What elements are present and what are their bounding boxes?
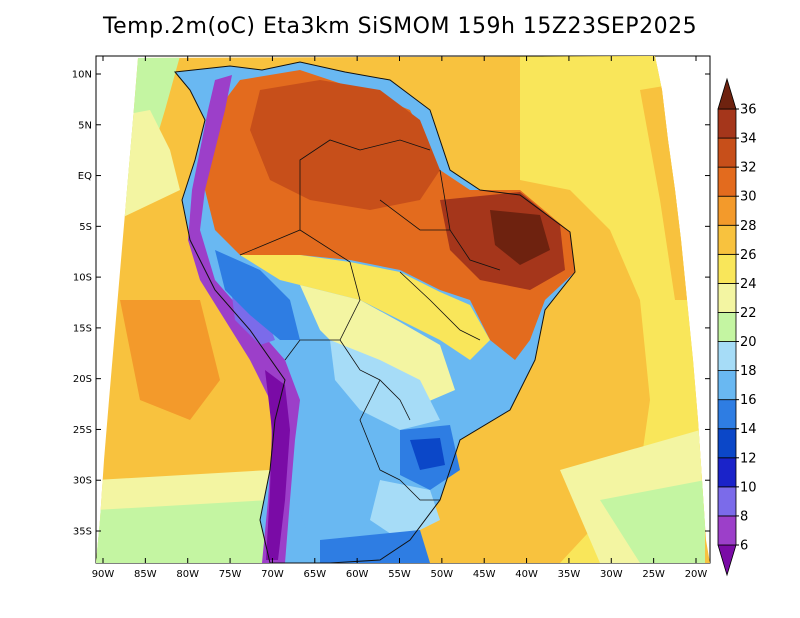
lat-label: 25S bbox=[73, 425, 92, 436]
pacific-warm-patch bbox=[120, 300, 220, 420]
lat-label: EQ bbox=[78, 171, 92, 182]
longitude-labels: 90W 85W 80W 75W 70W 65W 60W 55W 50W 45W 40W 35W 30W 2… bbox=[92, 569, 708, 580]
lat-label: 20S bbox=[73, 374, 92, 385]
colorbar-label: 30 bbox=[740, 190, 757, 205]
andes-coldest bbox=[265, 370, 290, 560]
border-venezuela-brazil bbox=[359, 139, 431, 151]
lon-label: 70W bbox=[261, 569, 284, 580]
colorbar-box bbox=[717, 108, 737, 139]
lon-label: 65W bbox=[303, 569, 326, 580]
colorbar-box bbox=[717, 399, 737, 430]
colorbar-label: 16 bbox=[740, 393, 757, 408]
border-argentina-brazil bbox=[359, 379, 401, 481]
lon-label: 55W bbox=[388, 569, 411, 580]
colorbar-label: 22 bbox=[740, 306, 757, 321]
latitude-labels: 10N 5N EQ 5S 10S 15S 20S 25S 30S 35S bbox=[72, 70, 92, 538]
border-uruguay bbox=[399, 479, 440, 501]
colorbar-label: 18 bbox=[740, 364, 757, 379]
colorbar-bottom-arrow bbox=[717, 544, 737, 577]
lat-label: 5S bbox=[79, 222, 92, 233]
colorbar-box bbox=[717, 312, 737, 342]
central-mild-belt bbox=[300, 285, 455, 405]
lat-label: 10N bbox=[72, 70, 92, 81]
lon-label: 60W bbox=[346, 569, 369, 580]
lat-label: 35S bbox=[73, 527, 92, 538]
lon-label: 90W bbox=[92, 569, 115, 580]
argentina-cool bbox=[290, 420, 380, 540]
lon-label: 50W bbox=[431, 569, 454, 580]
lon-label: 75W bbox=[219, 569, 242, 580]
northeast-peak bbox=[490, 210, 550, 265]
colorbar-box bbox=[717, 224, 737, 255]
colorbar-label: 26 bbox=[740, 248, 757, 263]
colorbar-label: 24 bbox=[740, 277, 757, 292]
border-brazil-states-1 bbox=[439, 169, 501, 271]
andean-foothills bbox=[215, 250, 300, 340]
colorbar-box bbox=[717, 253, 737, 284]
patagonia-cold bbox=[320, 530, 430, 563]
lon-label: 20W bbox=[685, 569, 708, 580]
colorbar-label: 28 bbox=[740, 219, 757, 234]
colorbar-box bbox=[717, 486, 737, 517]
border-colombia-brazil bbox=[299, 139, 361, 230]
colorbar-box bbox=[717, 195, 737, 226]
lat-label: 30S bbox=[73, 476, 92, 487]
colorbar-label: 14 bbox=[740, 422, 757, 437]
lat-label: 5N bbox=[78, 120, 92, 131]
colorbar-box bbox=[717, 166, 737, 197]
temperature-field bbox=[96, 56, 710, 563]
colorbar-box bbox=[717, 137, 737, 168]
country-borders bbox=[239, 139, 501, 501]
colorbar-box bbox=[717, 341, 737, 371]
colorbar-label: 6 bbox=[740, 539, 748, 554]
axis-ticks bbox=[96, 56, 710, 563]
colorbar-label: 32 bbox=[740, 161, 757, 176]
atlantic-south-cool bbox=[600, 480, 705, 563]
colorbar-box bbox=[717, 370, 737, 401]
border-brazil-states-2 bbox=[379, 199, 450, 231]
lat-label: 15S bbox=[73, 323, 92, 334]
colorbar-box bbox=[717, 282, 737, 313]
colorbar-box bbox=[717, 457, 737, 488]
lon-label: 40W bbox=[515, 569, 538, 580]
colorbar-box bbox=[717, 428, 737, 459]
colorbar: 6 8 10 12 14 16 18 20 22 24 26 28 30 32 34 36 bbox=[717, 77, 757, 577]
lat-label: 10S bbox=[73, 273, 92, 284]
colorbar-label: 8 bbox=[740, 509, 748, 524]
lon-label: 45W bbox=[473, 569, 496, 580]
lon-label: 85W bbox=[134, 569, 157, 580]
colorbar-label: 20 bbox=[740, 335, 757, 350]
colorbar-box bbox=[717, 515, 737, 546]
lon-label: 35W bbox=[558, 569, 581, 580]
south-brazil-colder bbox=[410, 438, 445, 470]
colorbar-label: 34 bbox=[740, 132, 757, 147]
colorbar-top-arrow bbox=[717, 77, 737, 110]
central-warm-belt bbox=[240, 255, 490, 360]
uruguay-mild bbox=[370, 480, 440, 540]
colorbar-label: 36 bbox=[740, 103, 757, 118]
colorbar-label: 10 bbox=[740, 480, 757, 495]
map-title: Temp.2m(oC) Eta3km SiSMOM 159h 15Z23SEP2… bbox=[102, 14, 698, 39]
lon-label: 30W bbox=[600, 569, 623, 580]
lon-label: 80W bbox=[176, 569, 199, 580]
border-brazil-states-3 bbox=[399, 271, 481, 341]
lon-label: 25W bbox=[642, 569, 665, 580]
pacific-south-cool bbox=[96, 500, 270, 563]
colorbar-label: 12 bbox=[740, 451, 757, 466]
